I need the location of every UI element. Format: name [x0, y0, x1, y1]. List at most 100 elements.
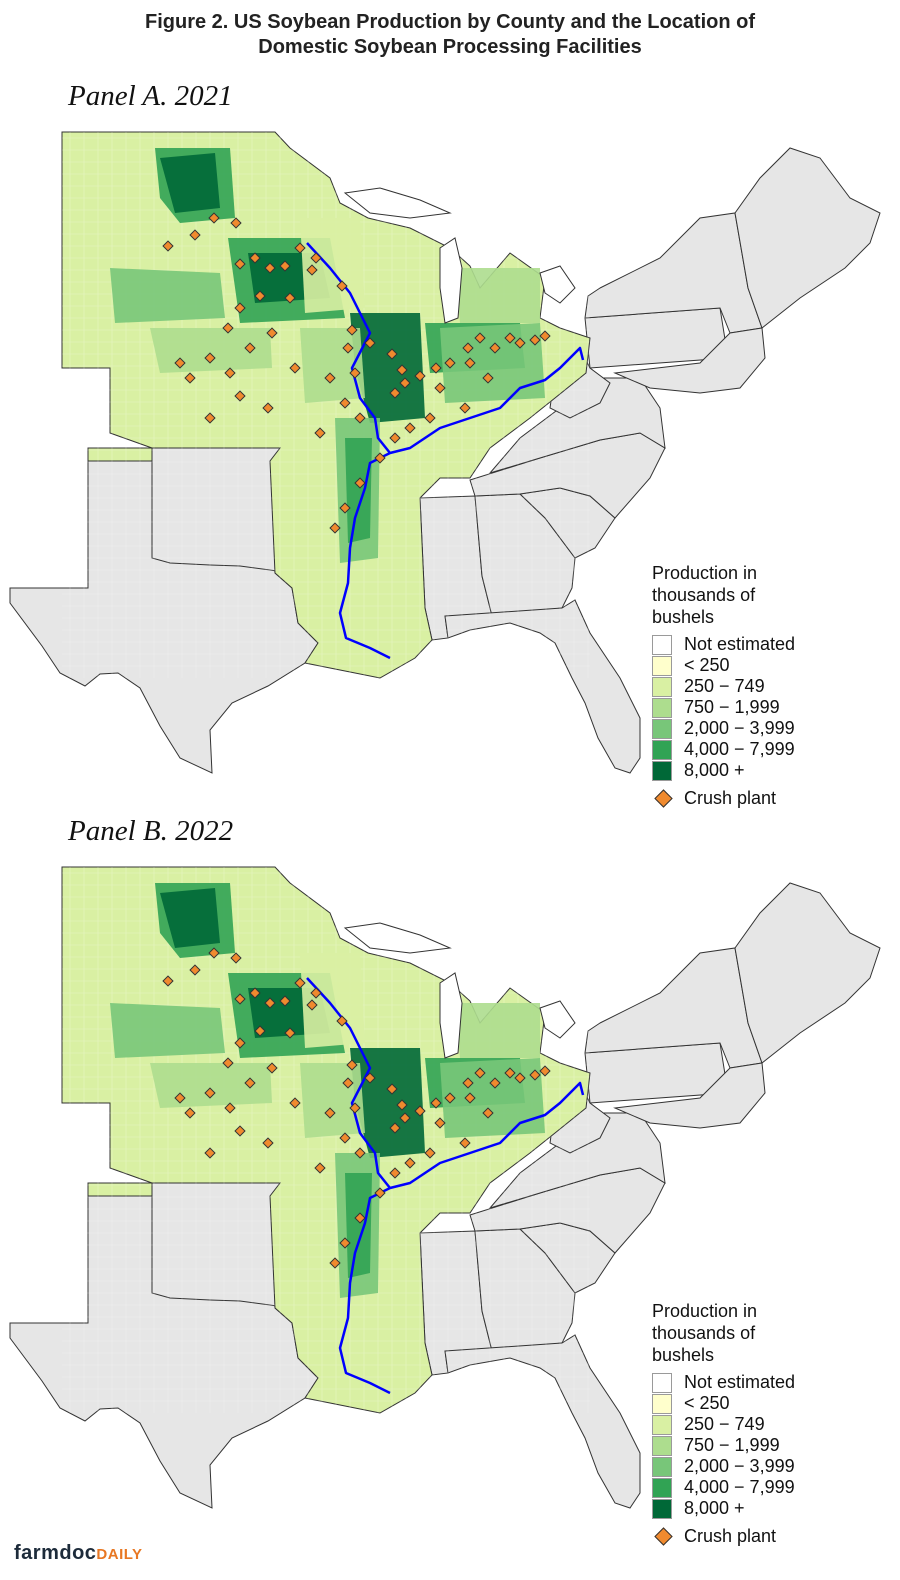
- crush-plant-marker: [349, 1102, 361, 1114]
- crush-plant-marker: [244, 342, 256, 354]
- crush-plant-marker: [529, 1069, 541, 1081]
- crush-plant-marker: [539, 1065, 551, 1077]
- crush-plant-marker: [224, 1102, 236, 1114]
- crush-plant-marker: [254, 290, 266, 302]
- crush-plant-marker: [444, 1092, 456, 1104]
- crush-plant-marker: [464, 1092, 476, 1104]
- legend-label: Crush plant: [684, 787, 777, 808]
- crush-plant-marker: [399, 377, 411, 389]
- legend-swatch: [652, 697, 672, 718]
- state-shape: [444, 599, 641, 774]
- crush-plant-marker: [482, 372, 494, 384]
- crush-plant-marker: [234, 1125, 246, 1137]
- legend-label: Not estimated: [684, 1372, 796, 1392]
- legend-swatch: [652, 760, 672, 781]
- legend-title-line: thousands of: [652, 1323, 756, 1343]
- state-shape: [734, 882, 881, 1064]
- crush-plant-marker: [354, 1147, 366, 1159]
- crush-plant-marker: [294, 242, 306, 254]
- legend-swatch: [652, 1435, 672, 1456]
- crush-plant-marker: [230, 217, 242, 229]
- legend-label: Not estimated: [684, 634, 796, 654]
- crush-plant-marker: [162, 240, 174, 252]
- legend-item: 750 − 1,999: [652, 1435, 892, 1456]
- legend-title-line: Production in: [652, 563, 758, 583]
- crush-plant-marker: [482, 1107, 494, 1119]
- crush-plant-icon: [654, 1526, 673, 1546]
- crush-plant-marker: [354, 1212, 366, 1224]
- crush-plant-marker: [266, 1062, 278, 1074]
- figure-title-line-1: Figure 2. US Soybean Production by Count…: [144, 11, 756, 33]
- crush-plant-marker: [474, 1067, 486, 1079]
- crush-plant-marker: [324, 372, 336, 384]
- crush-plant-marker: [386, 348, 398, 360]
- legend-label: < 250: [684, 655, 730, 675]
- crush-plant-marker: [306, 999, 318, 1011]
- legend-item: Not estimated: [652, 634, 892, 655]
- figure-title: Figure 2. US Soybean Production by Count…: [0, 10, 900, 60]
- crush-plant-marker: [262, 402, 274, 414]
- crush-plant-marker: [364, 337, 376, 349]
- crush-plant-marker: [434, 1117, 446, 1129]
- crush-plant-marker: [289, 1097, 301, 1109]
- legend-label: 4,000 − 7,999: [684, 739, 795, 759]
- crush-plant-marker: [414, 370, 426, 382]
- production-area: [110, 268, 225, 323]
- crush-plant-marker: [396, 1099, 408, 1111]
- lake-huron: [539, 265, 576, 304]
- crush-plant-marker: [430, 362, 442, 374]
- state-shape: [488, 377, 666, 474]
- crush-plant-marker: [310, 987, 322, 999]
- panel-a-legend: Production in thousands of bushels Not esti…: [652, 562, 892, 811]
- crush-plant-icon: [654, 788, 673, 808]
- crush-plant-marker: [514, 1072, 526, 1084]
- crush-plant-marker: [474, 332, 486, 344]
- lake-michigan: [439, 237, 463, 324]
- crush-plant-marker: [430, 1097, 442, 1109]
- crush-plant-marker: [459, 1137, 471, 1149]
- crush-plant-marker: [249, 987, 261, 999]
- state-shape: [734, 147, 881, 329]
- crush-plant-marker: [208, 212, 220, 224]
- legend-swatch: [652, 739, 672, 760]
- legend-swatch: [652, 655, 672, 676]
- crush-plant-marker: [386, 1083, 398, 1095]
- crush-plant-marker: [264, 262, 276, 274]
- crush-plant-marker: [424, 412, 436, 424]
- legend-title-line: bushels: [652, 1345, 715, 1365]
- crush-plant-marker: [174, 357, 186, 369]
- lake-huron: [539, 1000, 576, 1039]
- crush-plant-marker: [254, 1025, 266, 1037]
- crush-plant-marker: [354, 412, 366, 424]
- production-area: [345, 1173, 372, 1278]
- legend-item: < 250: [652, 1393, 892, 1414]
- legend-swatch: [652, 1372, 672, 1393]
- crush-plant-marker: [399, 1112, 411, 1124]
- crush-plant-marker: [262, 1137, 274, 1149]
- crush-plant-marker: [342, 1077, 354, 1089]
- legend-label: 250 − 749: [684, 1414, 765, 1434]
- production-area: [300, 218, 365, 313]
- lake-superior: [343, 922, 452, 954]
- production-area: [150, 328, 272, 373]
- crush-plant-marker: [162, 975, 174, 987]
- legend-item: 250 − 749: [652, 1414, 892, 1435]
- crush-plant-marker: [204, 1087, 216, 1099]
- crush-plant-marker: [336, 280, 348, 292]
- crush-plant-marker: [234, 258, 246, 270]
- production-area: [455, 1003, 540, 1058]
- crush-plant-marker: [342, 342, 354, 354]
- legend-swatch: [652, 1414, 672, 1435]
- crush-plant-marker: [459, 402, 471, 414]
- legend-swatch: [652, 676, 672, 697]
- legend-label: < 250: [684, 1393, 730, 1413]
- legend-swatch: [652, 1393, 672, 1414]
- legend-title-line: Production in: [652, 1301, 758, 1321]
- production-area: [455, 268, 540, 323]
- production-area: [440, 323, 545, 403]
- panel-b-label: Panel B. 2022: [68, 815, 234, 847]
- crush-plant-marker: [230, 952, 242, 964]
- legend-item: 8,000 +: [652, 1498, 892, 1519]
- crush-plant-marker: [389, 1167, 401, 1179]
- crush-plant-marker: [174, 1092, 186, 1104]
